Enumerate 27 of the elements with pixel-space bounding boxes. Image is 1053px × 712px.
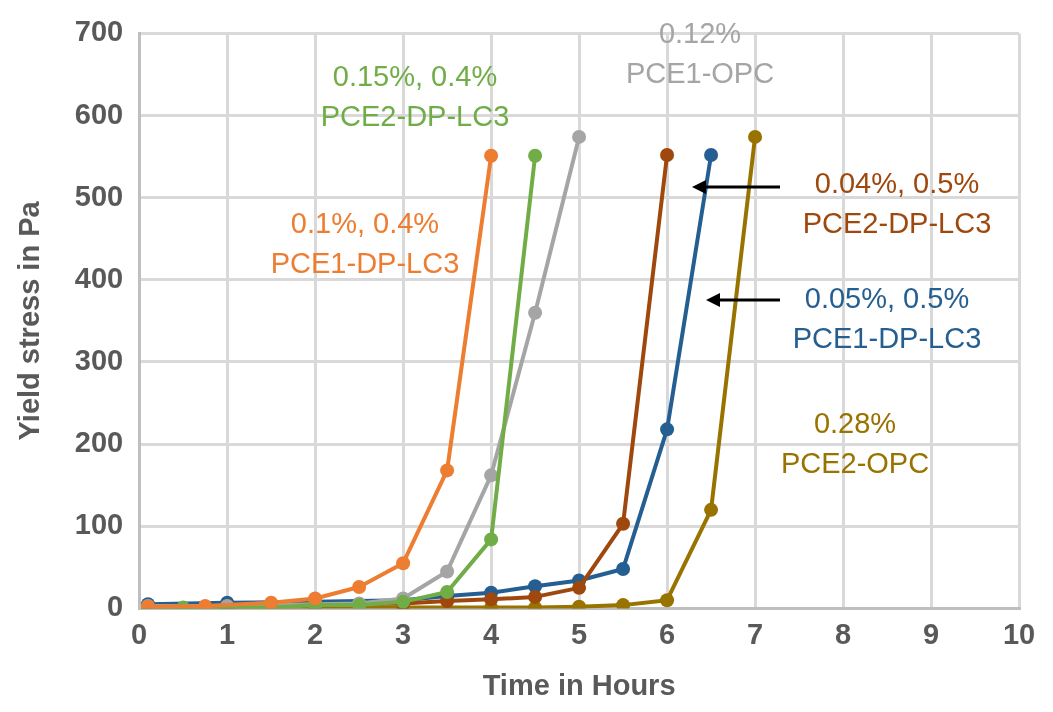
- y-tick-label: 700: [74, 15, 124, 48]
- x-axis-title: Time in Hours: [482, 668, 676, 701]
- x-tick-label: 0: [131, 617, 148, 650]
- x-tick-label: 8: [834, 617, 852, 650]
- y-tick-label: 400: [74, 261, 124, 294]
- y-tick-label: 300: [74, 343, 124, 376]
- y-tick-label: 100: [74, 508, 124, 541]
- x-tick-label: 9: [922, 617, 940, 650]
- y-tick-label: 0: [107, 590, 124, 623]
- y-axis-title: Yield stress in Pa: [13, 200, 46, 441]
- series-label: 0.15%, 0.4% PCE2-DP-LC3: [320, 59, 510, 132]
- x-tick-label: 5: [571, 617, 588, 650]
- y-tick-label: 200: [74, 426, 124, 459]
- y-tick-label: 600: [74, 97, 124, 130]
- x-tick-label: 3: [395, 617, 412, 650]
- series-label: 0.1%, 0.4% PCE1-DP-LC3: [270, 206, 460, 279]
- x-tick-label: 7: [746, 617, 764, 650]
- x-tick-label: 6: [659, 617, 676, 650]
- x-tick-label: 2: [307, 617, 324, 650]
- series-label: 0.28% PCE2-OPC: [780, 406, 930, 479]
- x-tick-label: 4: [483, 617, 500, 650]
- text: 0.04%, 0.5% PCE2-DP-LC3: [802, 166, 992, 239]
- text: 0.05%, 0.5% PCE1-DP-LC3: [792, 281, 982, 354]
- x-tick-label: 10: [1002, 617, 1036, 650]
- text: 0.12% PCE1-OPC: [625, 16, 775, 89]
- y-tick-label: 500: [74, 179, 124, 212]
- x-tick-label: 1: [219, 617, 236, 650]
